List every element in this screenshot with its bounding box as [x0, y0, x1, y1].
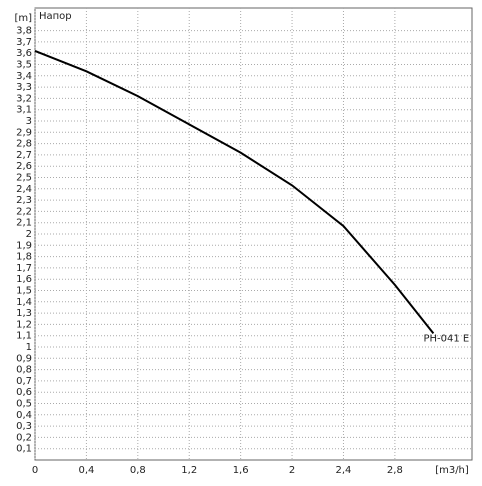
y-tick-label: 2,3 — [16, 195, 32, 206]
y-tick-label: 3 — [26, 116, 32, 127]
x-tick-label: 1,2 — [181, 465, 197, 476]
y-tick-label: 3,1 — [16, 105, 32, 116]
y-tick-label: 2,1 — [16, 218, 32, 229]
y-tick-label: 0,4 — [16, 410, 32, 421]
y-tick-label: 2,9 — [16, 127, 32, 138]
y-tick-label: 2,5 — [16, 173, 32, 184]
y-tick-label: 2,7 — [16, 150, 32, 161]
y-tick-label: 3,5 — [16, 60, 32, 71]
y-tick-label: 2,2 — [16, 206, 32, 217]
y-tick-label: 0,5 — [16, 399, 32, 410]
y-tick-label: 0,1 — [16, 444, 32, 455]
y-tick-label: 1,9 — [16, 240, 32, 251]
y-tick-label: 0,8 — [16, 365, 32, 376]
y-tick-label: 1,1 — [16, 331, 32, 342]
x-tick-label: 0,4 — [78, 465, 94, 476]
series-label: PH-041 E — [423, 333, 469, 344]
y-tick-label: 2 — [26, 229, 32, 240]
y-tick-label: 1,4 — [16, 297, 32, 308]
plot-frame — [34, 7, 473, 461]
chart-title: Напор — [39, 11, 72, 22]
y-tick-label: 1,8 — [16, 252, 32, 263]
y-tick-label: 2,8 — [16, 139, 32, 150]
x-axis-label: [m3/h] — [435, 465, 469, 476]
y-tick-label: 3,6 — [16, 48, 32, 59]
y-tick-label: 0,3 — [16, 421, 32, 432]
y-tick-label: 0,9 — [16, 353, 32, 364]
y-tick-label: 1,7 — [16, 263, 32, 274]
y-tick-label: 2,6 — [16, 161, 32, 172]
y-tick-label: 3,8 — [16, 26, 32, 37]
y-tick-label: 1,3 — [16, 308, 32, 319]
y-tick-label: 1,5 — [16, 286, 32, 297]
y-tick-label: 3,7 — [16, 37, 32, 48]
y-tick-label: 0,2 — [16, 432, 32, 443]
y-tick-label: 2,4 — [16, 184, 32, 195]
y-tick-label: 3,3 — [16, 82, 32, 93]
x-tick-label: 0,8 — [130, 465, 146, 476]
x-tick-label: 2,8 — [387, 465, 403, 476]
x-tick-label: 2 — [289, 465, 295, 476]
y-tick-label: 3,2 — [16, 93, 32, 104]
y-axis-label: [m] — [14, 13, 32, 24]
y-tick-label: 3,4 — [16, 71, 32, 82]
line — [34, 49, 435, 335]
y-tick-label: 1,6 — [16, 274, 32, 285]
x-tick-label: 0 — [32, 465, 38, 476]
x-tick-label: 1,6 — [233, 465, 249, 476]
y-tick-label: 0,6 — [16, 387, 32, 398]
x-tick-label: 2,4 — [336, 465, 352, 476]
y-tick-label: 1,2 — [16, 319, 32, 330]
y-tick-label: 0,7 — [16, 376, 32, 387]
y-tick-label: 1 — [26, 342, 32, 353]
